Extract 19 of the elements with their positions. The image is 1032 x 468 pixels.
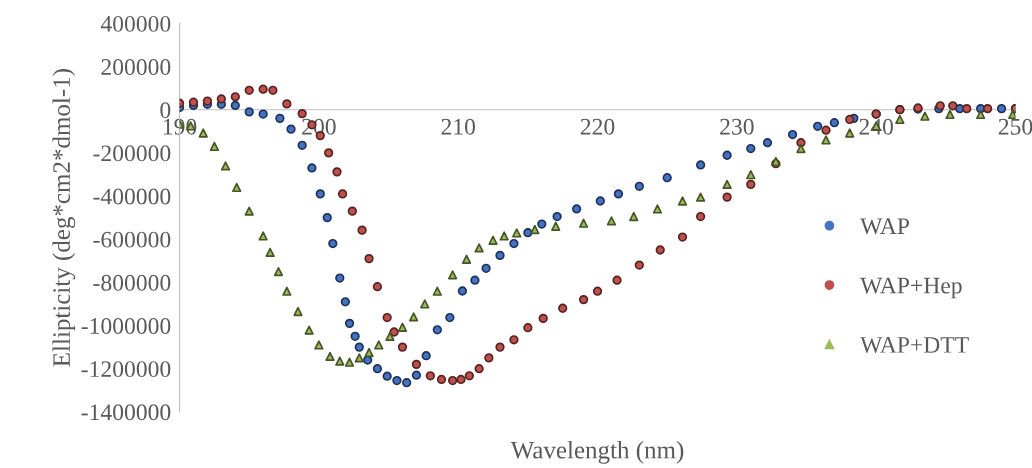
x-tick-label: 250 [998,118,1032,135]
y-tick-label: 200000 [101,59,171,75]
legend-label: WAP [860,218,910,235]
y-tick-label: -1000000 [81,318,171,334]
legend-label: WAP+DTT [860,337,969,353]
legend-label: WAP+Hep [860,277,962,299]
y-tick-label: -1400000 [81,404,171,421]
y-tick-label: -400000 [93,188,171,205]
x-tick-label: 210 [441,118,476,135]
y-tick-label: -800000 [93,274,171,291]
y-tick-label: -1200000 [81,361,171,378]
x-tick-label: 230 [720,118,754,135]
y-tick-label: 0 [160,102,171,119]
x-axis-title: Wavelength (nm) [510,440,684,464]
y-tick-label: 400000 [100,15,171,32]
y-axis-title: Ellipticity (deg*cm2*dmol-1) [52,69,76,367]
y-tick-label: -200000 [93,145,171,162]
x-tick-label: 220 [580,118,615,135]
y-tick-label: -600000 [93,231,171,248]
